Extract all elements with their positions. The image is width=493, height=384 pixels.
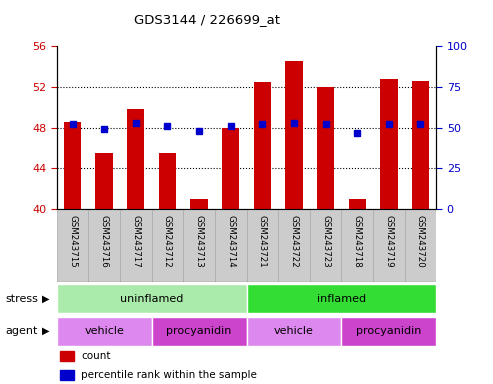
- Bar: [127, 109, 144, 209]
- Bar: [183, 209, 215, 282]
- Text: GSM243716: GSM243716: [100, 215, 108, 268]
- Text: GSM243721: GSM243721: [258, 215, 267, 268]
- Bar: [96, 153, 113, 209]
- Bar: [373, 209, 405, 282]
- Text: procyanidin: procyanidin: [356, 326, 422, 336]
- Text: GSM243717: GSM243717: [131, 215, 141, 268]
- Bar: [246, 209, 278, 282]
- Bar: [246, 284, 436, 313]
- Bar: [380, 79, 397, 209]
- Text: GSM243718: GSM243718: [352, 215, 362, 268]
- Bar: [222, 127, 240, 209]
- Bar: [278, 209, 310, 282]
- Bar: [57, 209, 88, 282]
- Text: ▶: ▶: [42, 326, 49, 336]
- Bar: [341, 317, 436, 346]
- Bar: [317, 87, 334, 209]
- Text: vehicle: vehicle: [84, 326, 124, 336]
- Text: uninflamed: uninflamed: [120, 293, 183, 304]
- Bar: [253, 82, 271, 209]
- Bar: [190, 199, 208, 209]
- Text: stress: stress: [5, 293, 38, 304]
- Bar: [64, 122, 81, 209]
- Bar: [88, 209, 120, 282]
- Text: count: count: [81, 351, 111, 361]
- Text: GSM243715: GSM243715: [68, 215, 77, 268]
- Text: ▶: ▶: [42, 293, 49, 304]
- Text: GSM243720: GSM243720: [416, 215, 425, 268]
- Text: procyanidin: procyanidin: [166, 326, 232, 336]
- Bar: [61, 351, 74, 361]
- Text: GSM243723: GSM243723: [321, 215, 330, 268]
- Text: GSM243719: GSM243719: [385, 215, 393, 268]
- Bar: [310, 209, 341, 282]
- Bar: [120, 209, 152, 282]
- Text: GSM243713: GSM243713: [195, 215, 204, 268]
- Text: vehicle: vehicle: [274, 326, 314, 336]
- Text: GSM243722: GSM243722: [289, 215, 298, 268]
- Text: GSM243714: GSM243714: [226, 215, 235, 268]
- Bar: [341, 209, 373, 282]
- Bar: [152, 209, 183, 282]
- Text: GDS3144 / 226699_at: GDS3144 / 226699_at: [134, 13, 280, 26]
- Bar: [412, 81, 429, 209]
- Bar: [57, 317, 152, 346]
- Text: agent: agent: [5, 326, 37, 336]
- Text: percentile rank within the sample: percentile rank within the sample: [81, 370, 257, 380]
- Text: inflamed: inflamed: [317, 293, 366, 304]
- Bar: [57, 284, 246, 313]
- Bar: [215, 209, 246, 282]
- Bar: [61, 370, 74, 380]
- Text: GSM243712: GSM243712: [163, 215, 172, 268]
- Bar: [285, 61, 303, 209]
- Bar: [405, 209, 436, 282]
- Bar: [152, 317, 246, 346]
- Bar: [159, 153, 176, 209]
- Bar: [349, 199, 366, 209]
- Bar: [246, 317, 341, 346]
